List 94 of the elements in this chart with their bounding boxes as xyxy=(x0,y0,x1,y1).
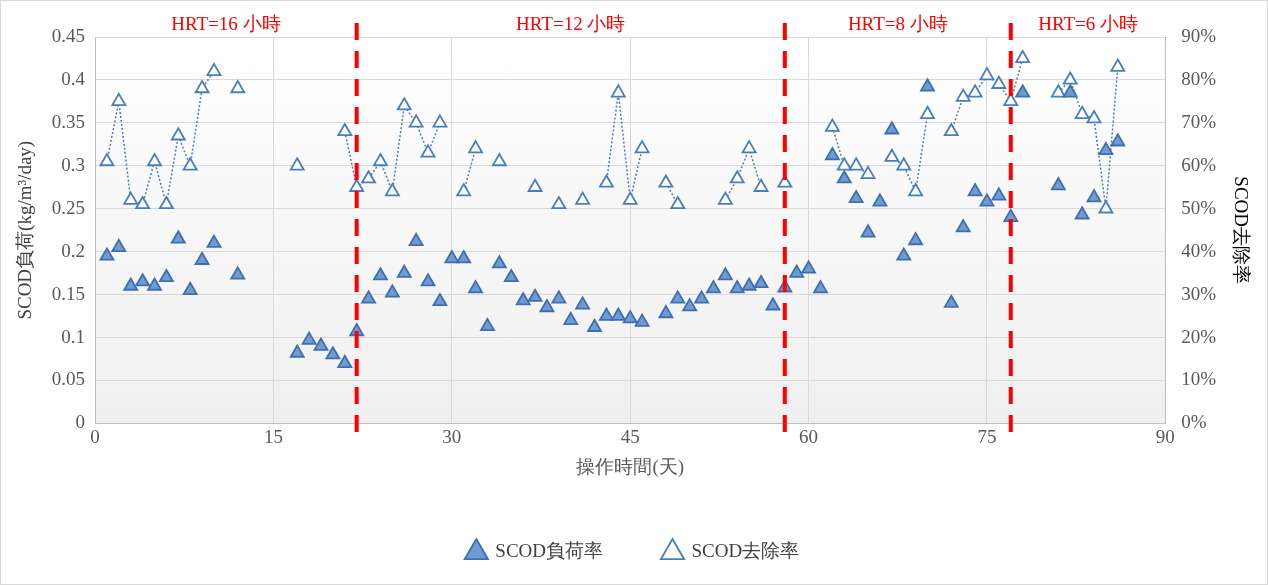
point xyxy=(361,170,376,184)
point xyxy=(1074,105,1090,119)
x-tick-label: 30 xyxy=(442,425,462,447)
point xyxy=(1098,200,1114,214)
point xyxy=(349,178,365,192)
point xyxy=(824,118,840,132)
text: HRT=12 小時 xyxy=(516,13,626,35)
point xyxy=(1050,84,1066,98)
x-tick-label: 15 xyxy=(263,425,283,447)
y-tick-label: 0.1 xyxy=(61,325,86,347)
x-tick-label: 90 xyxy=(1155,425,1175,447)
point xyxy=(373,153,388,167)
y-axis-title: SCOD負荷(kg/m³/day) xyxy=(14,140,37,320)
point xyxy=(658,174,674,188)
point xyxy=(206,62,222,76)
point xyxy=(111,93,127,107)
point xyxy=(492,153,507,167)
point xyxy=(610,84,626,98)
point xyxy=(1003,93,1019,107)
point xyxy=(194,80,210,94)
point xyxy=(1086,110,1102,124)
y-tick-label: 0.25 xyxy=(51,196,86,218)
legend-label: SCOD負荷率 xyxy=(495,540,604,562)
point xyxy=(432,114,448,128)
point xyxy=(1110,58,1126,72)
y-tick-label: 0.35 xyxy=(51,110,86,132)
y2-tick-label: 40% xyxy=(1181,239,1217,261)
point xyxy=(159,196,174,210)
point xyxy=(289,157,305,171)
point xyxy=(599,174,614,188)
y-tick-label: 0.05 xyxy=(51,368,86,390)
point xyxy=(979,67,995,81)
x-tick-label: 75 xyxy=(977,425,997,447)
point xyxy=(884,148,900,162)
point xyxy=(182,157,198,171)
point xyxy=(943,123,959,137)
y2-tick-label: 30% xyxy=(1181,282,1217,304)
point xyxy=(551,196,567,210)
text: HRT=16 小時 xyxy=(171,13,281,35)
y2-tick-label: 80% xyxy=(1181,67,1217,89)
y2-tick-label: 10% xyxy=(1181,368,1217,390)
y-tick-label: 0.3 xyxy=(61,153,86,175)
x-tick-label: 45 xyxy=(620,425,640,447)
point xyxy=(230,80,246,94)
y-tick-label: 0.15 xyxy=(51,282,86,304)
point xyxy=(337,123,353,137)
point xyxy=(123,191,139,205)
point xyxy=(384,183,400,197)
x-tick-label: 60 xyxy=(799,425,819,447)
point xyxy=(717,191,733,205)
point xyxy=(848,157,864,171)
point xyxy=(1015,50,1031,64)
y-tick-label: 0 xyxy=(75,411,86,433)
text: HRT=8 小時 xyxy=(847,13,948,35)
point xyxy=(991,75,1007,89)
point xyxy=(741,140,757,154)
point xyxy=(468,140,483,154)
x-axis-title: 操作時間(天) xyxy=(576,455,685,478)
y2-axis-title: SCOD去除率 xyxy=(1230,176,1252,285)
point xyxy=(170,127,186,141)
point xyxy=(860,165,876,180)
y-tick-label: 0.2 xyxy=(61,239,86,261)
y2-tick-label: 0% xyxy=(1181,411,1207,433)
point xyxy=(836,157,852,171)
point xyxy=(527,178,543,192)
point xyxy=(908,183,924,197)
point xyxy=(456,183,472,197)
point xyxy=(575,191,591,205)
point xyxy=(920,105,935,119)
y-tick-label: 0.45 xyxy=(51,24,86,46)
y2-tick-label: 20% xyxy=(1181,325,1217,347)
point xyxy=(896,157,912,171)
point xyxy=(396,97,412,111)
point xyxy=(753,178,769,192)
y2-tick-label: 90% xyxy=(1181,24,1217,46)
x-tick-label: 0 xyxy=(90,425,100,447)
legend-label: SCOD去除率 xyxy=(691,540,800,562)
point xyxy=(622,191,638,205)
text: HRT=6 小時 xyxy=(1038,13,1138,35)
y-tick-label: 0.4 xyxy=(61,67,86,89)
point xyxy=(729,170,745,184)
y2-tick-label: 70% xyxy=(1181,110,1217,132)
point xyxy=(634,140,650,154)
point xyxy=(408,114,424,128)
point xyxy=(147,153,162,167)
point xyxy=(99,153,115,167)
y2-tick-label: 50% xyxy=(1181,196,1217,218)
point xyxy=(967,84,983,98)
point xyxy=(420,144,436,158)
point xyxy=(135,196,151,210)
point xyxy=(1062,71,1078,85)
y2-tick-label: 60% xyxy=(1181,153,1217,175)
point xyxy=(955,88,971,102)
point xyxy=(670,196,686,210)
